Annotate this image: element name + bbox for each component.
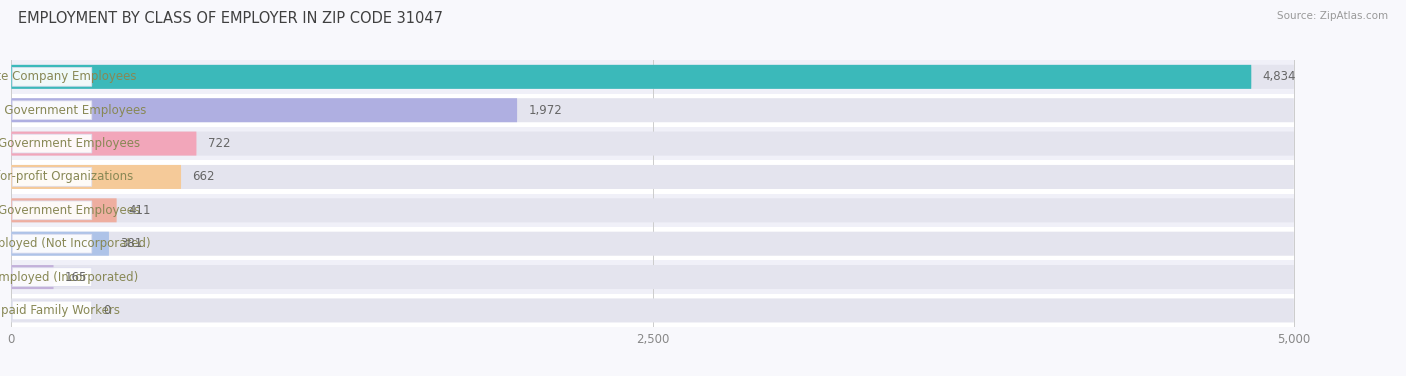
FancyBboxPatch shape [11,60,1294,94]
FancyBboxPatch shape [11,94,1294,127]
FancyBboxPatch shape [11,198,117,222]
Text: 165: 165 [65,271,87,284]
FancyBboxPatch shape [11,227,1294,261]
FancyBboxPatch shape [13,134,91,153]
FancyBboxPatch shape [13,234,91,253]
FancyBboxPatch shape [11,232,1294,256]
Text: 381: 381 [121,237,143,250]
Text: Source: ZipAtlas.com: Source: ZipAtlas.com [1277,11,1388,21]
FancyBboxPatch shape [11,98,517,122]
FancyBboxPatch shape [11,198,1294,222]
Text: Self-Employed (Not Incorporated): Self-Employed (Not Incorporated) [0,237,150,250]
FancyBboxPatch shape [11,232,110,256]
FancyBboxPatch shape [11,132,197,156]
FancyBboxPatch shape [11,160,1294,194]
FancyBboxPatch shape [13,301,91,320]
FancyBboxPatch shape [11,165,181,189]
FancyBboxPatch shape [13,168,91,186]
Text: Private Company Employees: Private Company Employees [0,70,136,83]
FancyBboxPatch shape [11,299,1294,323]
Text: 4,834: 4,834 [1263,70,1296,83]
Text: 0: 0 [104,304,111,317]
FancyBboxPatch shape [11,265,1294,289]
Text: Local Government Employees: Local Government Employees [0,137,141,150]
Text: EMPLOYMENT BY CLASS OF EMPLOYER IN ZIP CODE 31047: EMPLOYMENT BY CLASS OF EMPLOYER IN ZIP C… [18,11,443,26]
FancyBboxPatch shape [13,201,91,220]
Text: 722: 722 [208,137,231,150]
Text: 662: 662 [193,170,215,183]
Text: Not-for-profit Organizations: Not-for-profit Organizations [0,170,134,183]
Text: 1,972: 1,972 [529,104,562,117]
FancyBboxPatch shape [11,294,1294,327]
FancyBboxPatch shape [13,67,91,86]
Text: Federal Government Employees: Federal Government Employees [0,104,146,117]
FancyBboxPatch shape [11,265,53,289]
FancyBboxPatch shape [11,98,1294,122]
FancyBboxPatch shape [11,132,1294,156]
FancyBboxPatch shape [11,65,1251,89]
Text: Unpaid Family Workers: Unpaid Family Workers [0,304,120,317]
FancyBboxPatch shape [13,268,91,287]
FancyBboxPatch shape [11,194,1294,227]
Text: Self-Employed (Incorporated): Self-Employed (Incorporated) [0,271,139,284]
Text: State Government Employees: State Government Employees [0,204,141,217]
FancyBboxPatch shape [11,261,1294,294]
FancyBboxPatch shape [13,101,91,120]
FancyBboxPatch shape [11,127,1294,160]
FancyBboxPatch shape [11,65,1294,89]
Text: 411: 411 [128,204,150,217]
FancyBboxPatch shape [11,165,1294,189]
